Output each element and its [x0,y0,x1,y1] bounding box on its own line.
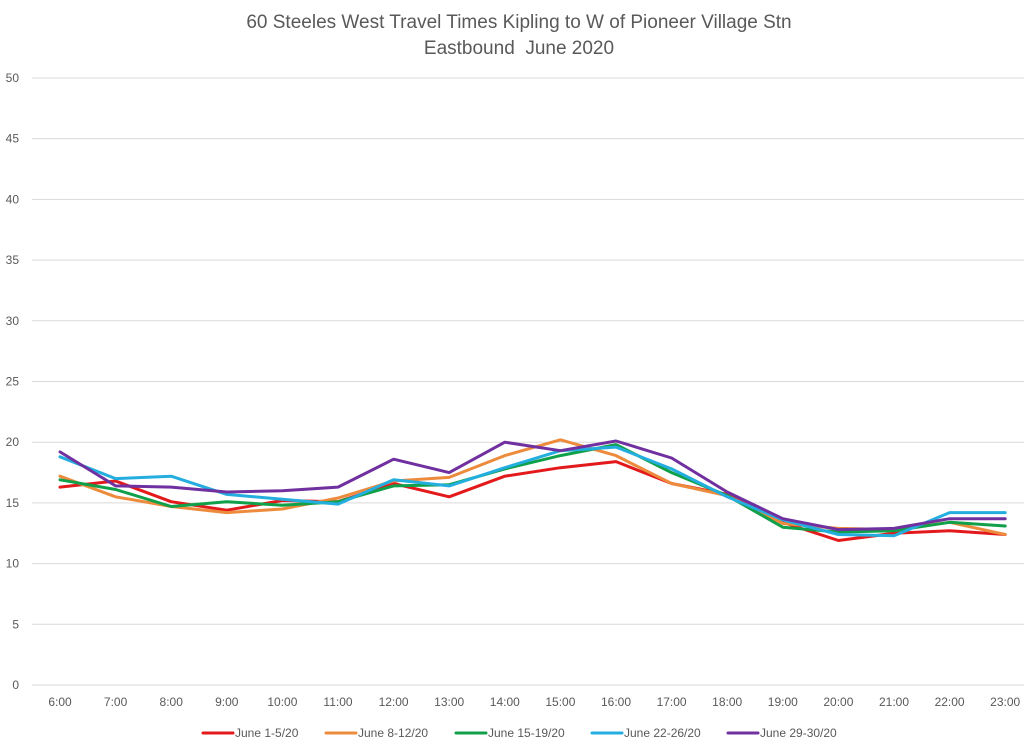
y-tick-label: 35 [6,253,20,267]
x-tick-label: 20:00 [823,695,853,709]
x-axis: 6:00 7:00 8:00 9:00 10:00 11:00 12:00 13:00 14:0… [48,695,1020,709]
y-tick-label: 40 [6,192,20,206]
x-tick-label: 8:00 [160,695,184,709]
series-lines [58,438,1007,542]
y-tick-label: 25 [6,375,20,389]
chart-subtitle: Eastbound June 2020 [424,38,614,59]
x-tick-label: 17:00 [657,695,687,709]
series-line [58,443,1007,534]
x-tick-label: 6:00 [48,695,72,709]
series-line [58,460,1007,542]
legend: June 1-5/20 June 8-12/20 June 15-19/20 June… [201,726,837,740]
x-tick-label: 18:00 [712,695,742,709]
x-tick-label: 7:00 [104,695,128,709]
y-tick-label: 30 [6,314,20,328]
x-tick-label: 12:00 [379,695,409,709]
y-tick-label: 10 [6,557,20,571]
legend-label: June 15-19/20 [488,726,565,740]
x-tick-label: 19:00 [768,695,798,709]
x-tick-label: 16:00 [601,695,631,709]
series-line [58,445,1007,538]
y-tick-label: 20 [6,435,20,449]
legend-label: June 29-30/20 [760,726,837,740]
y-tick-label: 0 [12,678,19,692]
series-line [58,439,1007,532]
x-tick-label: 21:00 [879,695,909,709]
legend-label: June 8-12/20 [358,726,428,740]
gridlines [32,77,1024,686]
chart-title: 60 Steeles West Travel Times Kipling to … [246,12,791,33]
x-tick-label: 9:00 [215,695,239,709]
y-tick-label: 50 [6,71,20,85]
x-tick-label: 10:00 [267,695,297,709]
y-tick-label: 5 [12,617,19,631]
legend-label: June 22-26/20 [624,726,701,740]
x-tick-label: 22:00 [935,695,965,709]
x-tick-label: 23:00 [990,695,1020,709]
legend-label: June 1-5/20 [235,726,299,740]
y-tick-label: 15 [6,496,20,510]
y-axis: 0 5 10 15 20 25 30 35 40 45 50 [6,71,20,692]
x-tick-label: 15:00 [545,695,575,709]
x-tick-label: 11:00 [323,695,352,709]
y-tick-label: 45 [6,132,20,146]
x-tick-label: 14:00 [490,695,520,709]
x-tick-label: 13:00 [434,695,464,709]
